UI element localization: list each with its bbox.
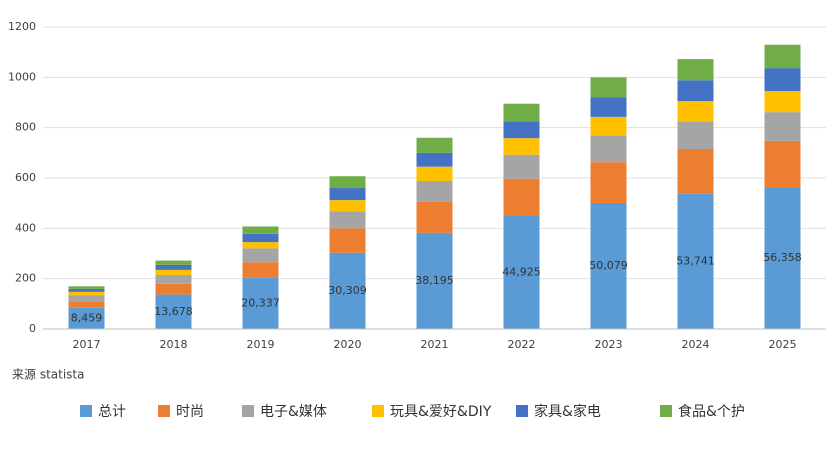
bar-segment — [416, 152, 453, 167]
bar-segment — [416, 181, 453, 202]
bar-segment — [68, 295, 105, 302]
bar-segment — [329, 188, 366, 201]
bar-segment — [503, 103, 540, 122]
source-note: 来源 statista — [12, 368, 84, 382]
bar-segment — [764, 140, 801, 188]
bar-segment — [329, 228, 366, 253]
bar-segment — [416, 232, 453, 329]
legend-swatch — [80, 405, 92, 417]
bar-segment — [590, 202, 627, 329]
y-tick-label: 1000 — [8, 70, 36, 83]
data-label: 30,309 — [328, 284, 367, 297]
bar-segment — [416, 201, 453, 233]
bar-segment — [590, 97, 627, 117]
bar-segment — [764, 187, 801, 329]
x-tick-label: 2021 — [421, 338, 449, 351]
y-tick-label: 800 — [15, 121, 36, 134]
bar-segment — [242, 262, 279, 278]
legend-label: 家具&家电 — [534, 403, 601, 420]
y-tick-label: 600 — [15, 171, 36, 184]
data-label: 8,459 — [71, 311, 103, 324]
bar-segment — [677, 148, 714, 194]
bar-segment — [155, 283, 192, 295]
bar-segment — [155, 260, 192, 265]
bar-segment — [329, 211, 366, 229]
data-label: 38,195 — [415, 274, 454, 287]
legend-label: 总计 — [98, 404, 126, 420]
x-tick-label: 2024 — [682, 338, 710, 351]
legend-swatch — [660, 405, 672, 417]
legend-swatch — [242, 405, 254, 417]
bar-segment — [155, 294, 192, 329]
data-label: 13,678 — [154, 305, 193, 318]
bar-segment — [155, 274, 192, 284]
bar-segment — [677, 193, 714, 329]
data-label: 50,079 — [589, 259, 628, 272]
bar-segment — [677, 59, 714, 81]
legend-label: 时尚 — [176, 404, 204, 420]
legend-swatch — [158, 405, 170, 417]
bar-segment — [764, 112, 801, 141]
data-label: 20,337 — [241, 296, 280, 309]
bar-segment — [155, 264, 192, 270]
bar-segment — [68, 288, 105, 292]
bar-segment — [242, 233, 279, 243]
bar-segment — [590, 77, 627, 98]
x-tick-label: 2018 — [160, 338, 188, 351]
bar-segment — [590, 116, 627, 136]
bar-segment — [68, 286, 105, 289]
legend-swatch — [516, 405, 528, 417]
data-label: 53,741 — [676, 254, 715, 267]
y-tick-label: 0 — [29, 322, 36, 335]
x-tick-label: 2017 — [73, 338, 101, 351]
bar-segment — [329, 252, 366, 329]
bar-segment — [242, 248, 279, 263]
bar-segment — [155, 269, 192, 275]
legend-label: 玩具&爱好&DIY — [390, 404, 492, 420]
bar-segment — [242, 277, 279, 329]
y-tick-label: 1200 — [8, 20, 36, 33]
bar-segment — [503, 154, 540, 179]
bar-segment — [68, 301, 105, 308]
bar-segment — [68, 291, 105, 296]
bar-segment — [503, 138, 540, 155]
x-tick-label: 2025 — [769, 338, 797, 351]
legend-label: 电子&媒体 — [260, 404, 327, 420]
bar-segment — [503, 121, 540, 139]
bar-segment — [590, 162, 627, 203]
legend-swatch — [372, 405, 384, 417]
bar-segment — [764, 91, 801, 113]
y-tick-label: 200 — [15, 272, 36, 285]
x-tick-label: 2023 — [595, 338, 623, 351]
data-label: 44,925 — [502, 265, 541, 278]
bar-segment — [329, 200, 366, 212]
bar-segment — [677, 80, 714, 102]
bar-segment — [503, 178, 540, 216]
x-tick-label: 2020 — [334, 338, 362, 351]
bar-segment — [764, 68, 801, 92]
bar-segment — [416, 166, 453, 182]
bar-segment — [590, 135, 627, 163]
bar-segment — [329, 176, 366, 189]
bar-segment — [242, 242, 279, 249]
bar-segment — [677, 121, 714, 149]
bar-segment — [503, 215, 540, 329]
bar-segment — [416, 137, 453, 153]
x-tick-label: 2022 — [508, 338, 536, 351]
data-label: 56,358 — [763, 251, 802, 264]
bar-segment — [677, 101, 714, 122]
y-tick-label: 400 — [15, 221, 36, 234]
legend-label: 食品&个护 — [678, 403, 745, 420]
bar-segment — [764, 44, 801, 69]
bar-segment — [68, 307, 105, 329]
bar-segment — [242, 226, 279, 234]
x-tick-label: 2019 — [247, 338, 275, 351]
